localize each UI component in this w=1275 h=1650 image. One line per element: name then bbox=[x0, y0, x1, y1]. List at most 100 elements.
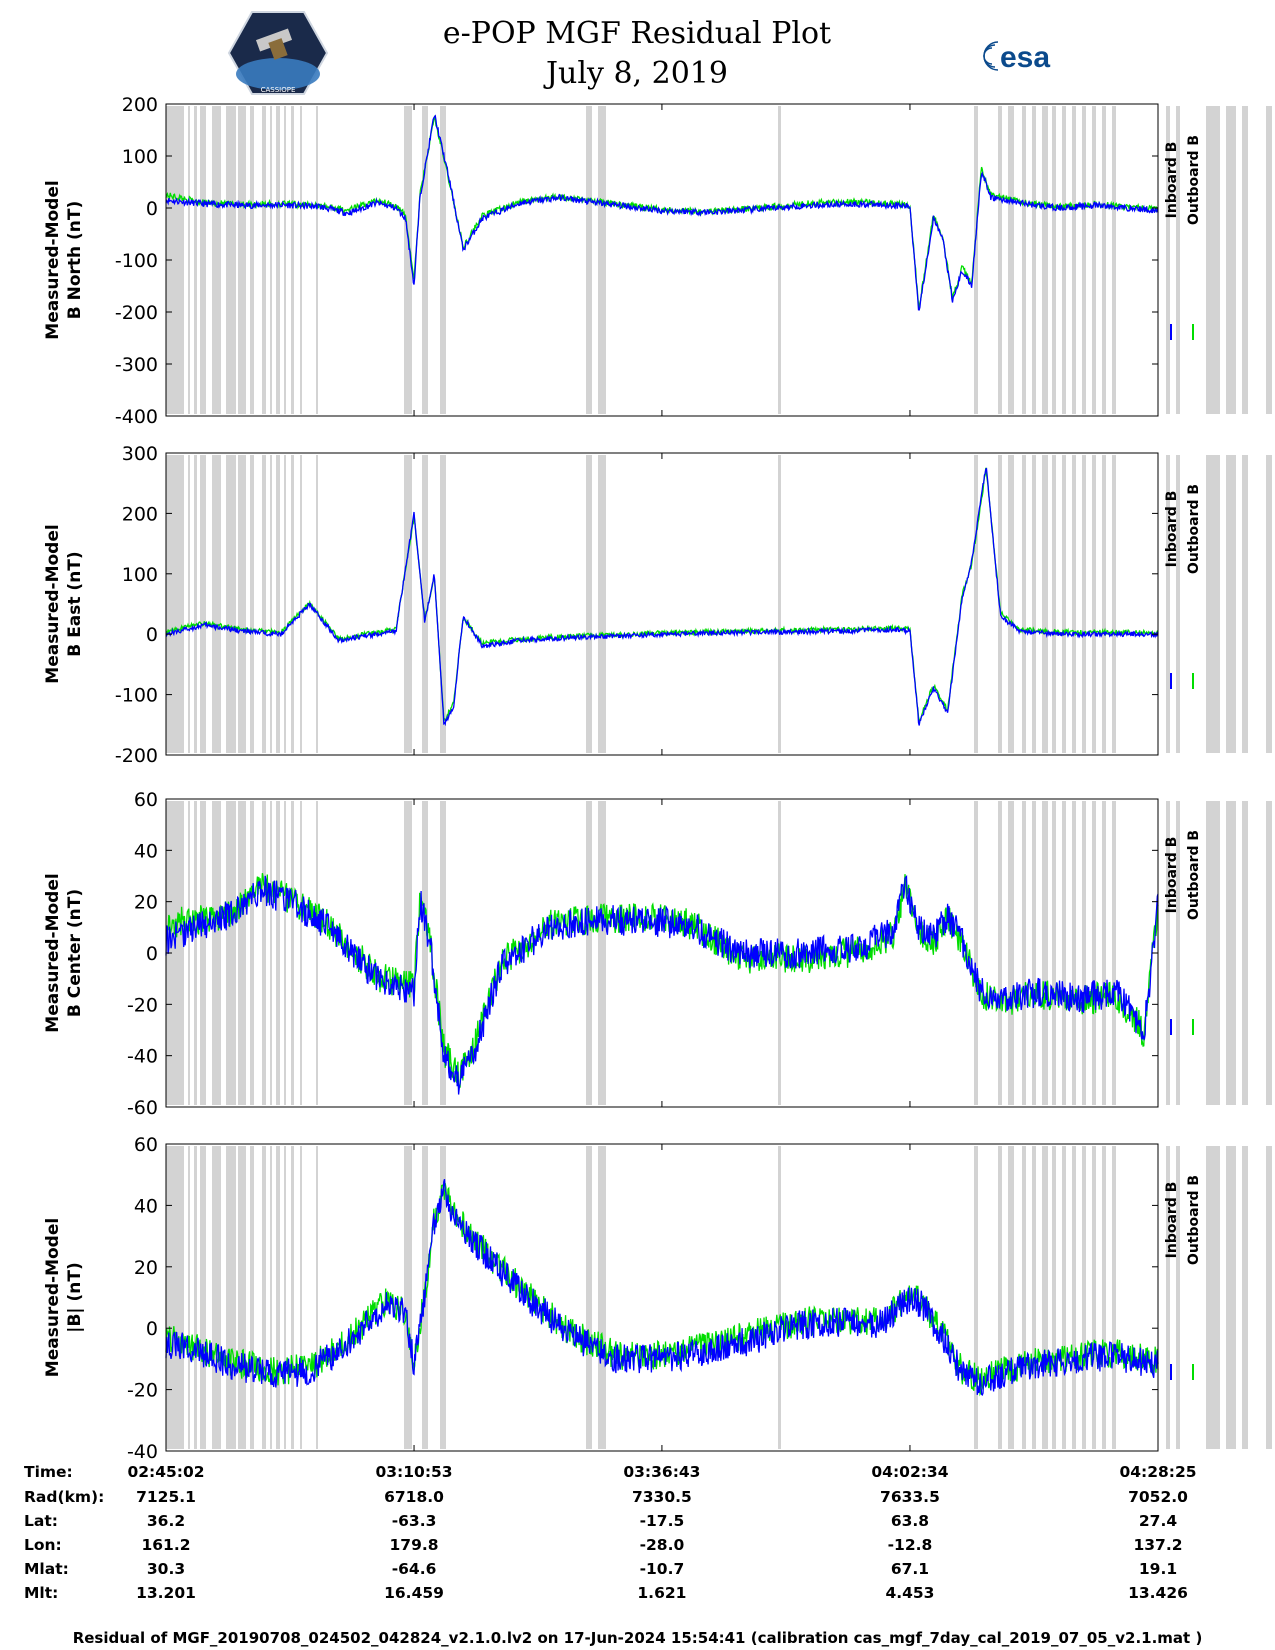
gap-band bbox=[422, 455, 428, 753]
gap-band bbox=[440, 455, 446, 753]
gap-band bbox=[1092, 106, 1096, 414]
gap-band bbox=[300, 1146, 302, 1449]
gap-band bbox=[1062, 106, 1066, 414]
y-tick-label: -40 bbox=[127, 1046, 158, 1068]
gap-band bbox=[998, 1146, 1002, 1449]
gap-band bbox=[291, 106, 294, 414]
legend-outboard-label: Outboard B bbox=[1186, 484, 1202, 574]
gap-band bbox=[598, 106, 606, 414]
gap-band bbox=[200, 106, 206, 414]
gap-band bbox=[270, 455, 272, 753]
gap-band bbox=[1022, 455, 1026, 753]
gap-band bbox=[598, 801, 606, 1105]
gap-band bbox=[284, 455, 286, 753]
gap-band bbox=[404, 455, 412, 753]
gap-band bbox=[276, 106, 280, 414]
gap-band bbox=[1042, 1146, 1048, 1449]
gap-band bbox=[404, 106, 412, 414]
gap-band bbox=[238, 106, 246, 414]
gap-band bbox=[1082, 106, 1086, 414]
gap-band bbox=[200, 1146, 206, 1449]
gap-band bbox=[1226, 801, 1236, 1105]
gap-band bbox=[188, 801, 190, 1105]
gap-band bbox=[291, 455, 294, 753]
gap-band bbox=[1032, 455, 1036, 753]
gap-band bbox=[1242, 455, 1248, 753]
gap-band bbox=[250, 1146, 254, 1449]
gap-band bbox=[1166, 455, 1170, 753]
gap-band bbox=[998, 106, 1002, 414]
y-tick-label: 100 bbox=[122, 146, 158, 168]
y-tick-label: -200 bbox=[115, 302, 158, 324]
gap-band bbox=[188, 106, 190, 414]
gap-band bbox=[1062, 455, 1066, 753]
y-tick-label: 60 bbox=[134, 1134, 158, 1156]
gap-band bbox=[1176, 801, 1180, 1105]
gap-band bbox=[1092, 455, 1096, 753]
gap-band bbox=[586, 455, 592, 753]
y-tick-label: 200 bbox=[122, 94, 158, 116]
gap-band bbox=[974, 455, 978, 753]
gap-band bbox=[1112, 1146, 1116, 1449]
outboard-series-line bbox=[165, 115, 1159, 311]
gap-band bbox=[276, 1146, 280, 1449]
gap-band bbox=[1052, 801, 1056, 1105]
gap-band bbox=[226, 801, 236, 1105]
gap-band bbox=[1008, 455, 1014, 753]
gap-band bbox=[1226, 1146, 1236, 1449]
gap-band bbox=[778, 1146, 781, 1449]
gap-band bbox=[226, 1146, 236, 1449]
gap-band bbox=[291, 1146, 294, 1449]
gap-band bbox=[1092, 801, 1096, 1105]
y-tick-label: 60 bbox=[134, 789, 158, 811]
gap-band bbox=[1082, 455, 1086, 753]
gap-band bbox=[262, 1146, 266, 1449]
y-tick-label: -60 bbox=[127, 1097, 158, 1119]
gap-band bbox=[250, 455, 254, 753]
gap-band bbox=[1206, 801, 1220, 1105]
y-tick-label: 0 bbox=[146, 943, 158, 965]
plot-title: e-POP MGF Residual Plot bbox=[442, 16, 832, 51]
legend-inboard-label: Inboard B bbox=[1164, 491, 1180, 568]
gap-band bbox=[1166, 106, 1170, 414]
gap-band bbox=[200, 801, 206, 1105]
gap-band bbox=[1092, 1146, 1096, 1449]
gap-band bbox=[1022, 1146, 1026, 1449]
gap-band bbox=[1102, 801, 1106, 1105]
gap-band bbox=[212, 1146, 221, 1449]
gap-band bbox=[270, 801, 272, 1105]
y-tick-label: 100 bbox=[122, 564, 158, 586]
gap-band bbox=[586, 106, 592, 414]
gap-band bbox=[598, 1146, 606, 1449]
gap-band bbox=[1008, 106, 1014, 414]
gap-band bbox=[404, 1146, 412, 1449]
gap-band bbox=[226, 455, 236, 753]
gap-band bbox=[1032, 1146, 1036, 1449]
gap-band bbox=[270, 106, 272, 414]
esa-logo: esa bbox=[983, 41, 1050, 74]
y-axis-label-line: Measured-Model bbox=[43, 180, 63, 339]
gap-band bbox=[1176, 1146, 1180, 1449]
gap-band bbox=[1032, 106, 1036, 414]
gap-band bbox=[194, 801, 197, 1105]
cassiope-logo: CASSIOPE bbox=[227, 11, 329, 95]
gap-band bbox=[276, 455, 280, 753]
panel-2: 300 200 100 0 -100 -200 Measured-Model B East (… bbox=[43, 443, 1272, 767]
gap-band bbox=[778, 455, 781, 753]
y-tick-label: -20 bbox=[127, 994, 158, 1016]
y-axis-label-line: B East (nT) bbox=[65, 551, 85, 656]
gap-band bbox=[1072, 801, 1076, 1105]
gap-band bbox=[194, 106, 197, 414]
gap-band bbox=[1166, 1146, 1170, 1449]
gap-band bbox=[1008, 1146, 1014, 1449]
gap-band bbox=[316, 801, 318, 1105]
gap-band bbox=[586, 1146, 592, 1449]
gap-band bbox=[1242, 106, 1248, 414]
gap-band bbox=[262, 455, 266, 753]
inboard-series-line bbox=[165, 1179, 1159, 1396]
gap-band bbox=[1266, 1146, 1272, 1449]
y-tick-label: 40 bbox=[134, 840, 158, 862]
gap-band bbox=[974, 801, 978, 1105]
